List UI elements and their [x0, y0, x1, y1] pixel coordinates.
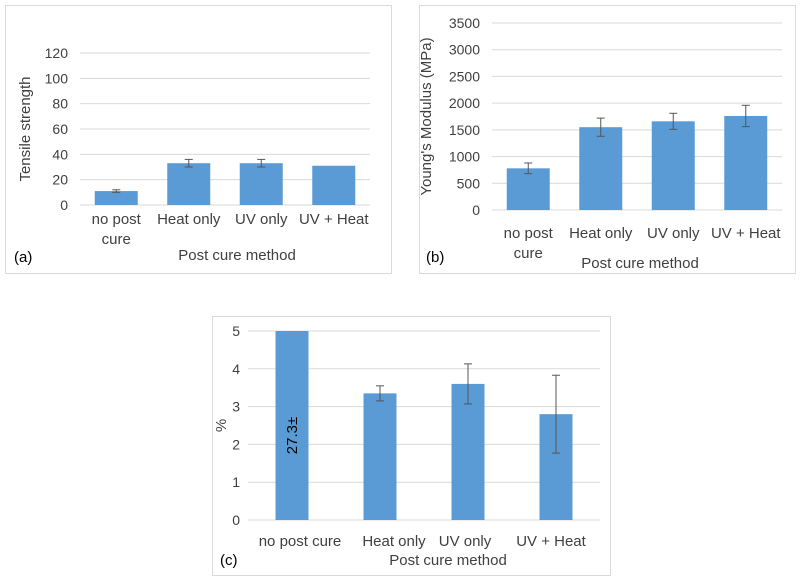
error-bar [112, 189, 121, 193]
x-category-label: cure [102, 231, 131, 248]
error-bar [376, 385, 384, 402]
y-tick-label: 1000 [449, 149, 480, 165]
x-category-label: UV + Heat [299, 211, 369, 228]
x-category-label: no post [504, 225, 554, 242]
x-category-label: UV only [647, 225, 700, 242]
y-tick-label: 4 [232, 361, 240, 377]
x-category-label: no post [92, 211, 142, 228]
bar-1 [275, 331, 309, 520]
y-tick-label: 1500 [449, 122, 480, 138]
bar-2 [363, 393, 397, 520]
bar-1 [506, 168, 550, 210]
error-bar [669, 112, 678, 130]
y-tick-label: 60 [52, 121, 68, 137]
error-bar [184, 158, 193, 168]
y-axis-title: Young's Modulus (MPa) [418, 37, 435, 195]
x-category-label: Heat only [569, 225, 633, 242]
chart-panel-b: 0 500 1000 1500 2000 2500 3000 3500 no post cure H… [418, 5, 796, 274]
x-axis-title: Post cure method [389, 552, 507, 569]
bar-4 [724, 115, 768, 210]
bar-3 [651, 121, 695, 210]
y-tick-label: 80 [52, 96, 68, 112]
bar-2 [579, 127, 623, 210]
y-tick-label: 120 [45, 45, 69, 61]
x-category-label: Heat only [157, 211, 221, 228]
error-bar [257, 158, 266, 168]
error-bar [596, 117, 605, 137]
x-category-label: Heat only [362, 533, 426, 550]
panel-label: (c) [220, 552, 238, 569]
error-bar [464, 363, 472, 405]
x-axis-title: Post cure method [178, 247, 296, 264]
y-tick-label: 3000 [449, 42, 480, 58]
error-bar [741, 104, 750, 128]
error-bar [524, 162, 533, 175]
y-tick-label: 100 [45, 70, 69, 86]
bar-2 [167, 163, 211, 205]
bar-3 [451, 383, 485, 520]
panel-label: (a) [14, 249, 32, 266]
y-tick-label: 20 [52, 172, 68, 188]
x-category-label: UV only [235, 211, 288, 228]
bar-3 [239, 163, 283, 205]
error-bar [552, 374, 560, 454]
y-tick-label: 2500 [449, 68, 480, 84]
y-tick-label: 5 [232, 323, 240, 339]
bar-1 [94, 191, 138, 205]
y-tick-label: 0 [232, 512, 240, 528]
chart-panel-a: 0 20 40 60 80 100 120 no post cure Heat only UV on… [5, 5, 392, 274]
y-tick-label: 2000 [449, 95, 480, 111]
bar-4 [312, 165, 356, 205]
y-tick-label: 500 [457, 175, 481, 191]
panel-label: (b) [426, 249, 444, 266]
y-tick-label: 0 [60, 197, 68, 213]
x-category-label: cure [514, 245, 543, 262]
x-category-label: UV only [439, 533, 492, 550]
bar-value-label: 27.3± [284, 417, 301, 454]
chart-frame [5, 5, 392, 274]
x-category-label: UV + Heat [711, 225, 781, 242]
chart-panel-c: 0 1 2 3 4 5 27.3± no post cure Heat only UV only U… [212, 316, 611, 576]
y-tick-label: 3 [232, 399, 240, 415]
y-axis-title: Tensile strength [17, 76, 34, 181]
y-tick-label: 3500 [449, 15, 480, 31]
y-tick-label: 40 [52, 146, 68, 162]
y-tick-label: 1 [232, 474, 240, 490]
x-category-label: no post cure [259, 533, 342, 550]
y-axis-title: % [213, 419, 230, 432]
x-category-label: UV + Heat [516, 533, 586, 550]
x-axis-title: Post cure method [581, 255, 699, 272]
y-tick-label: 0 [472, 202, 480, 218]
y-tick-label: 2 [232, 436, 240, 452]
